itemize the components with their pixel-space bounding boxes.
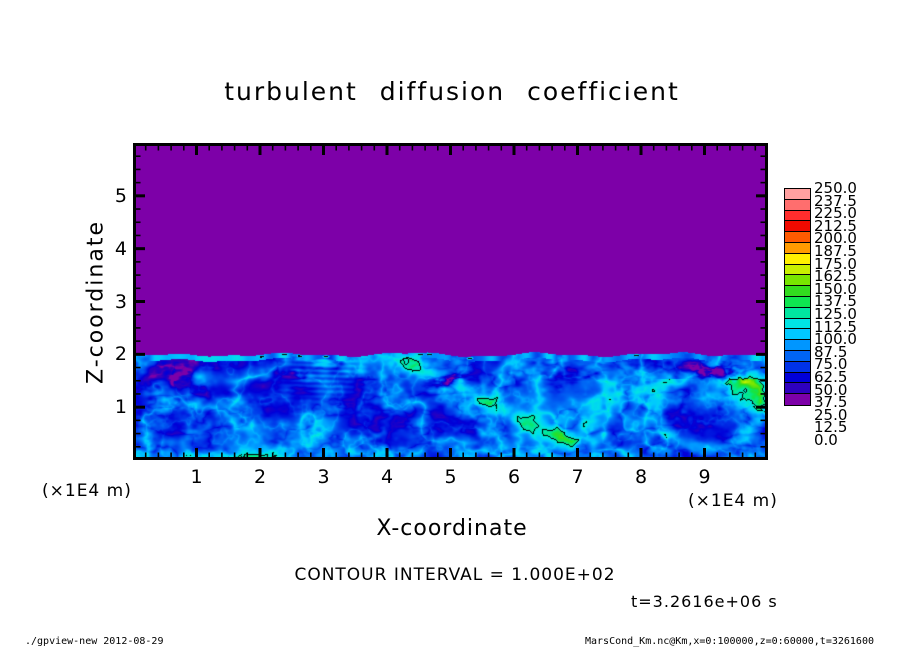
colorbar-tick-label: 50.0: [814, 380, 848, 399]
x-tick-label: 9: [698, 466, 711, 488]
colorbar-tick-label: 112.5: [814, 317, 857, 336]
colorbar: [784, 188, 811, 406]
colorbar-tick-label: 125.0: [814, 305, 857, 323]
colorbar-tick-label: 162.5: [814, 267, 857, 286]
x-axis-title: X-coordinate: [376, 516, 528, 541]
colorbar-cell: [784, 393, 811, 406]
colorbar-tick-label: 200.0: [814, 229, 857, 248]
x-tick-label: 6: [507, 466, 521, 488]
heatmap-canvas: [133, 143, 768, 460]
colorbar-tick-label: 12.5: [814, 418, 848, 437]
colorbar-tick-label: 75.0: [814, 355, 848, 374]
x-tick-label: 3: [317, 466, 330, 488]
colorbar-tick-label: 0.0: [814, 431, 838, 449]
x-tick-label: 7: [571, 466, 584, 488]
colorbar-tick-label: 237.5: [814, 191, 857, 210]
colorbar-tick-label: 212.5: [814, 216, 857, 235]
x-tick-label: 1: [190, 466, 203, 488]
x-axis-unit-label: (×1E4 m): [688, 491, 778, 511]
y-tick-label: 2: [114, 343, 127, 366]
colorbar-tick-label: 225.0: [814, 204, 857, 223]
colorbar-tick-label: 87.5: [814, 342, 848, 361]
colorbar-tick-label: 137.5: [814, 292, 857, 311]
footer-command-line: ./gpview-new 2012-08-29: [25, 636, 164, 647]
colorbar-tick-label: 100.0: [814, 330, 857, 349]
colorbar-tick-label: 37.5: [814, 393, 848, 412]
colorbar-tick-label: 250.0: [814, 179, 857, 197]
y-tick-label: 1: [114, 396, 127, 419]
y-tick-label: 4: [114, 237, 127, 260]
colorbar-tick-label: 175.0: [814, 254, 857, 273]
colorbar-tick-label: 62.5: [814, 368, 848, 386]
x-tick-label: 5: [444, 466, 457, 488]
y-axis-unit-label: (×1E4 m): [42, 481, 132, 501]
plot-area: [133, 143, 768, 460]
colorbar-tick-label: 150.0: [814, 279, 857, 298]
y-tick-label: 3: [114, 290, 127, 313]
colorbar-tick-label: 187.5: [814, 242, 857, 260]
x-tick-label: 2: [253, 466, 267, 488]
colorbar-tick-label: 25.0: [814, 405, 848, 424]
time-stamp-label: t=3.2616e+06 s: [631, 592, 778, 611]
contour-interval-label: CONTOUR INTERVAL = 1.000E+02: [294, 565, 616, 585]
x-tick-label: 8: [634, 466, 648, 488]
footer-dataset-info: MarsCond_Km.nc@Km,x=0:100000,z=0:60000,t…: [585, 636, 874, 647]
chart-title: turbulent diffusion coefficient: [224, 77, 680, 106]
y-tick-label: 5: [114, 184, 127, 207]
x-tick-label: 4: [380, 466, 394, 488]
